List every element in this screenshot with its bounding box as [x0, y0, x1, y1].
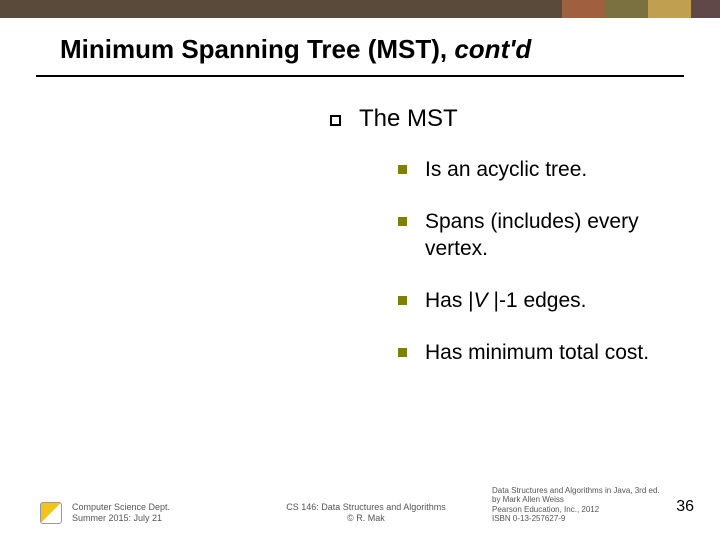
bullet-filled-square-icon — [398, 296, 407, 305]
footer-left-text: Computer Science Dept. Summer 2015: July… — [72, 502, 170, 525]
bullet-filled-square-icon — [398, 348, 407, 357]
footer-right-line2: by Mark Allen Weiss — [492, 495, 692, 505]
content-area: The MST Is an acyclic tree. Spans (includ… — [0, 77, 720, 366]
footer-right-line4: ISBN 0-13-257627-9 — [492, 514, 692, 524]
footer-left-line2: Summer 2015: July 21 — [72, 513, 170, 524]
footer-right-line1: Data Structures and Algorithms in Java, … — [492, 486, 692, 496]
title-plain: Minimum Spanning Tree (MST), — [60, 34, 454, 64]
university-logo-icon — [40, 502, 62, 524]
footer-left-line1: Computer Science Dept. — [72, 502, 170, 513]
color-strip — [562, 0, 605, 18]
slide-title: Minimum Spanning Tree (MST), cont'd — [60, 34, 670, 65]
color-strip — [691, 0, 720, 18]
color-strip — [605, 0, 648, 18]
sub-bullet: Spans (includes) every vertex. — [398, 209, 670, 262]
sub-bullet: Is an acyclic tree. — [398, 157, 670, 183]
main-bullet: The MST — [330, 105, 670, 133]
bullet-open-square-icon — [330, 115, 341, 126]
title-italic: cont'd — [454, 34, 531, 64]
footer-right-line3: Pearson Education, Inc., 2012 — [492, 505, 692, 515]
bullet-filled-square-icon — [398, 217, 407, 226]
footer-center-line1: CS 146: Data Structures and Algorithms — [240, 502, 492, 513]
color-strip — [648, 0, 691, 18]
sub-bullet-list: Is an acyclic tree. Spans (includes) ever… — [398, 157, 670, 366]
sub-bullet: Has |V |-1 edges. — [398, 288, 670, 314]
sub-bullet: Has minimum total cost. — [398, 340, 670, 366]
footer-center: CS 146: Data Structures and Algorithms ©… — [240, 502, 492, 525]
footer-right: Data Structures and Algorithms in Java, … — [492, 486, 692, 524]
title-area: Minimum Spanning Tree (MST), cont'd — [0, 18, 720, 71]
sub-bullet-text: Has |V |-1 edges. — [425, 288, 587, 314]
sub-bullet-text: Is an acyclic tree. — [425, 157, 587, 183]
footer-left: Computer Science Dept. Summer 2015: July… — [40, 502, 240, 525]
main-bullet-text: The MST — [359, 105, 458, 133]
page-number: 36 — [676, 498, 694, 516]
bullet-filled-square-icon — [398, 165, 407, 174]
footer-center-line2: © R. Mak — [240, 513, 492, 524]
footer: Computer Science Dept. Summer 2015: July… — [0, 486, 720, 524]
sub-bullet-text: Has minimum total cost. — [425, 340, 649, 366]
top-color-bar — [0, 0, 720, 18]
color-strip — [0, 0, 562, 18]
sub-bullet-text: Spans (includes) every vertex. — [425, 209, 670, 262]
